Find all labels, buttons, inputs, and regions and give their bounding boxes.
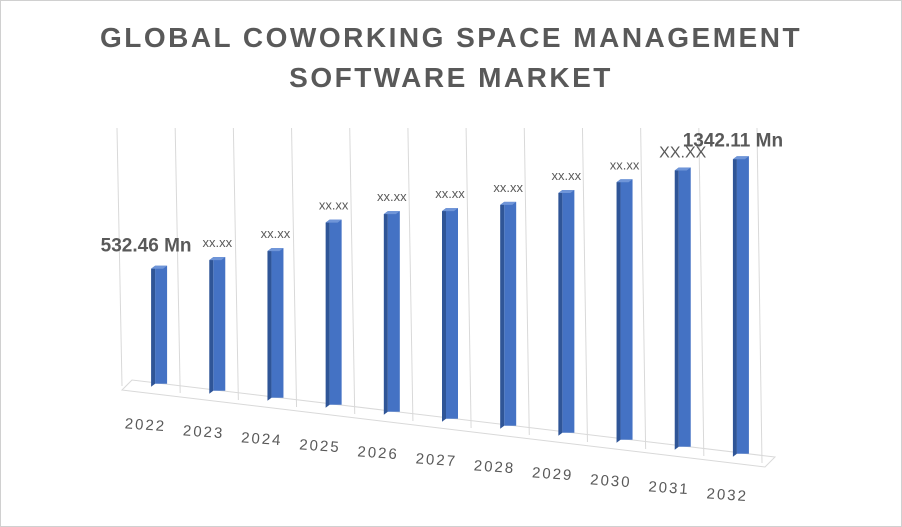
bar-top: [500, 201, 517, 205]
bar: [329, 219, 342, 405]
bar: [620, 179, 633, 440]
x-tick-label: 2026: [357, 443, 399, 463]
grid-line: [523, 127, 530, 436]
data-label: xx.xx: [377, 189, 407, 204]
bar-top: [151, 265, 168, 269]
x-tick-label: 2029: [531, 464, 573, 484]
data-label: xx.xx: [493, 180, 523, 195]
grid-line: [116, 127, 123, 387]
bar: [678, 167, 691, 447]
data-label: 532.46 Mn: [101, 236, 192, 257]
bar: [271, 248, 284, 398]
chart-floor: [120, 379, 777, 468]
x-tick-label: 2028: [473, 457, 515, 477]
bar: [446, 208, 458, 419]
x-tick-label: 2024: [241, 429, 283, 449]
bar-top: [674, 167, 691, 171]
bar-side: [325, 219, 330, 408]
bar-side: [616, 179, 621, 443]
data-label: xx.xx: [552, 168, 582, 183]
bar-side: [267, 248, 272, 401]
data-label: xx.xx: [435, 186, 465, 201]
grid-line: [756, 127, 763, 464]
bar: [736, 156, 749, 454]
bar-top: [616, 179, 633, 183]
grid-line: [698, 127, 705, 457]
grid-line: [465, 127, 472, 429]
bar: [387, 211, 400, 412]
chart-title-line-1: GLOBAL COWORKING SPACE MANAGEMENT: [99, 22, 803, 53]
x-tick-label: 2022: [124, 415, 166, 435]
bar-top: [267, 248, 284, 252]
x-tick-label: 2023: [182, 422, 224, 442]
bar-side: [732, 156, 737, 457]
data-label: XX.XX: [659, 144, 706, 161]
x-tick-label: 2032: [706, 485, 748, 505]
grid-line: [291, 127, 298, 408]
bar: [155, 265, 168, 384]
chart-title-line-2: SOFTWARE MARKET: [289, 62, 613, 93]
bar-top: [558, 190, 575, 194]
bar: [504, 201, 517, 426]
data-label: xx.xx: [610, 157, 640, 172]
grid-line: [407, 127, 414, 422]
data-label: xx.xx: [261, 226, 291, 241]
x-tick-label: 2025: [299, 436, 341, 456]
bar-side: [558, 190, 563, 436]
grid-line: [174, 127, 181, 394]
bar: [213, 257, 226, 391]
x-tick-label: 2030: [590, 471, 632, 491]
bar-top: [325, 219, 342, 223]
bar-top: [383, 211, 400, 215]
bar-side: [674, 167, 679, 450]
bar-side: [500, 201, 505, 429]
bar-side: [151, 265, 156, 387]
data-label: xx.xx: [319, 198, 349, 213]
x-tick-label: 2027: [415, 450, 457, 470]
grid-line: [232, 127, 239, 401]
data-label: 1342.11 Mn: [683, 130, 783, 151]
bar-top: [442, 208, 458, 212]
grid-line: [640, 127, 647, 450]
grid-line: [581, 127, 588, 443]
grid-line: [349, 127, 356, 415]
bar-top: [732, 156, 749, 160]
bar-side: [383, 211, 388, 415]
bar-side: [209, 257, 214, 394]
x-tick-label: 2031: [648, 478, 690, 498]
data-label: xx.xx: [202, 235, 232, 250]
bar-side: [442, 208, 446, 422]
bar: [562, 190, 575, 433]
bar-top: [209, 257, 226, 261]
